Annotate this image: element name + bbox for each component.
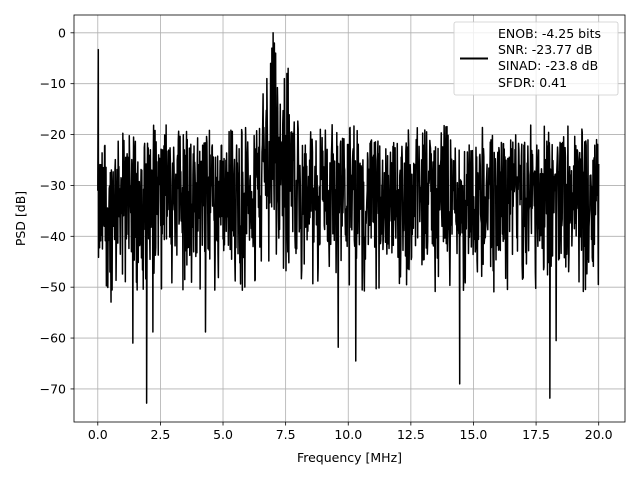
y-tick-label: −60 [40,331,66,346]
y-tick-label: −20 [40,127,66,142]
y-tick-label: −10 [40,76,66,91]
x-tick-label: 5.0 [213,427,233,442]
legend-box [453,21,619,96]
x-tick-label: 7.5 [276,427,296,442]
x-tick-label: 0.0 [88,427,108,442]
legend: ENOB: -4.25 bits SNR: -23.77 dB SINAD: -… [453,21,619,96]
x-tick-label: 2.5 [150,427,170,442]
legend-enob: ENOB: -4.25 bits [498,26,601,41]
x-tick-label: 12.5 [397,427,425,442]
psd-line [97,32,600,404]
y-tick-label: −30 [40,178,66,193]
y-tick-label: −70 [40,381,66,396]
y-axis: 0 −10 −20 −30 −40 −50 −60 −70 [40,25,74,396]
x-axis-label: Frequency [MHz] [297,450,402,465]
x-tick-label: 15.0 [460,427,488,442]
legend-sfdr: SFDR: 0.41 [498,75,567,90]
legend-snr: SNR: -23.77 dB [498,42,593,57]
y-tick-label: 0 [58,25,66,40]
legend-sinad: SINAD: -23.8 dB [498,58,598,73]
plot-frame [73,14,626,423]
y-tick-label: −50 [40,280,66,295]
y-tick-label: −40 [40,229,66,244]
x-tick-label: 17.5 [522,427,550,442]
x-axis: 0.0 2.5 5.0 7.5 10.0 12.5 15.0 17.5 20.0 [88,422,613,442]
x-tick-label: 20.0 [585,427,613,442]
y-axis-label: PSD [dB] [13,191,28,246]
x-tick-label: 10.0 [334,427,362,442]
psd-series [97,32,600,404]
